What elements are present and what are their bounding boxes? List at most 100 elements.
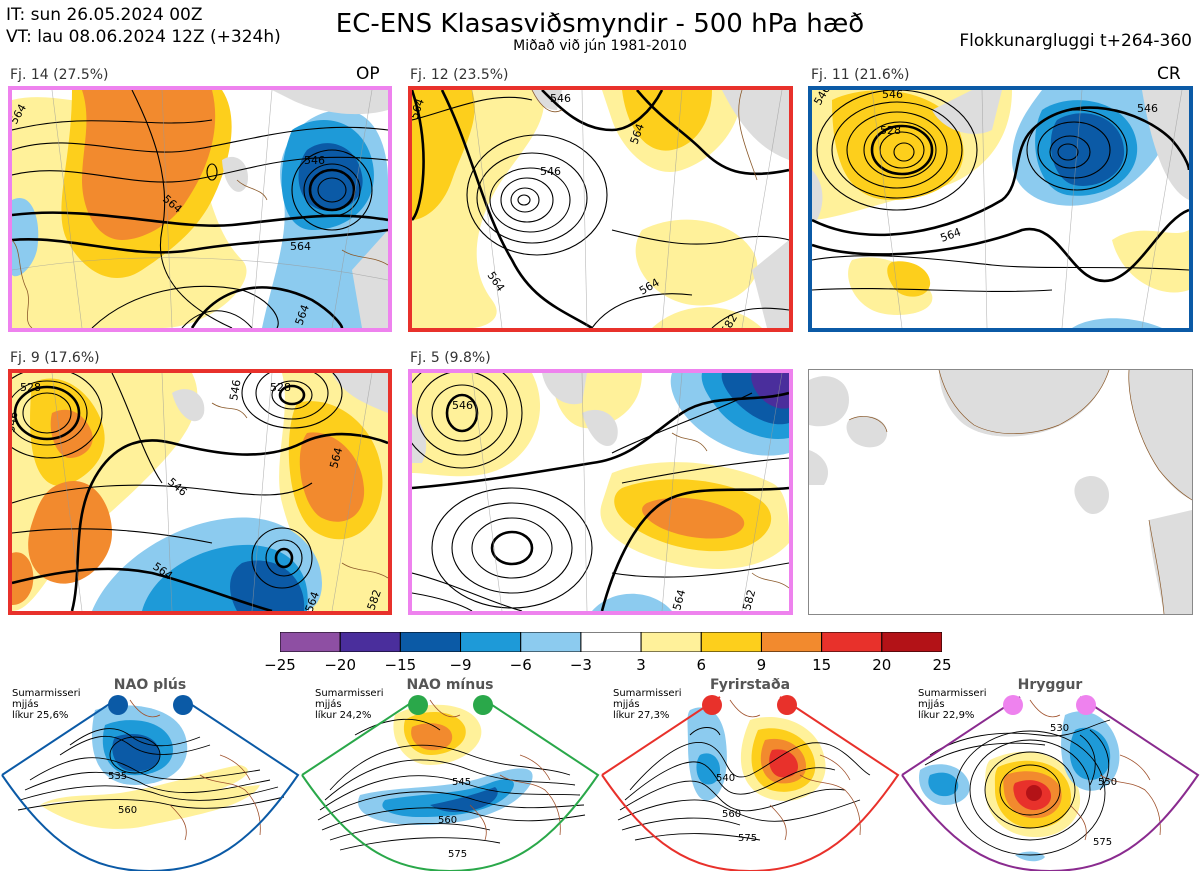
- regime-smoothing: mjjás: [613, 699, 640, 710]
- regime-smoothing: mjjás: [12, 699, 39, 710]
- regime-smoothing: mjjás: [315, 699, 342, 710]
- contour-label: 575: [738, 833, 757, 844]
- cluster-map-4-graphic: 528 546 528 546 564 546 564 564 582: [12, 373, 388, 611]
- colorbar-segment: [580, 632, 642, 652]
- contour-label: 564: [670, 588, 688, 611]
- contour-label: 582: [365, 588, 384, 611]
- contour-label: 546: [540, 165, 561, 178]
- contour-label: 530: [1050, 723, 1069, 734]
- colorbar-tick-label: −6: [509, 656, 532, 674]
- panel-1-tag: OP: [356, 64, 380, 84]
- regime-4-map: 530 550 575: [901, 693, 1200, 871]
- cluster-map-5: 546 564 582: [408, 369, 793, 615]
- contour-label: 564: [303, 590, 322, 611]
- cluster-map-4: 528 546 528 546 564 546 564 564 582: [8, 369, 392, 615]
- contour-label: 546: [304, 154, 325, 167]
- cluster-map-2: 546 564 564 564 564 582 546: [408, 86, 793, 332]
- contour-label: 546: [227, 379, 243, 402]
- regime-3-name: Fyrirstaða: [709, 677, 791, 693]
- regime-probability: líkur 22,9%: [918, 710, 975, 721]
- panel-3-label: Fj. 11 (21.6%): [811, 67, 910, 83]
- regime-4-name: Hryggur: [1017, 677, 1083, 693]
- contour-label: 560: [118, 805, 137, 816]
- contour-label: 546: [452, 399, 473, 412]
- contour-label: 560: [438, 815, 457, 826]
- contour-label: 546: [550, 92, 571, 105]
- contour-label: 560: [722, 809, 741, 820]
- contour-label: 540: [716, 773, 735, 784]
- contour-label: 564: [327, 446, 345, 470]
- regime-season: Sumarmisseri: [613, 688, 682, 699]
- panel-3-tag: CR: [1157, 64, 1181, 84]
- colorbar-segment: [399, 632, 462, 652]
- regime-row: 535 560: [0, 675, 1200, 871]
- colorbar-segment: [520, 632, 582, 652]
- regime-1-name: NAO plús: [113, 677, 187, 693]
- contour-label: 528: [20, 381, 41, 394]
- contour-label: 545: [452, 777, 471, 788]
- colorbar-tick-label: −20: [324, 656, 356, 674]
- page-subtitle: Miðað við jún 1981-2010: [513, 38, 687, 54]
- contour-label: 582: [740, 588, 758, 611]
- colorbar-tick-label: 6: [696, 656, 707, 674]
- header-info: IT: sun 26.05.2024 00Z VT: lau 08.06.202…: [6, 4, 281, 48]
- regime-probability: líkur 27,3%: [613, 710, 670, 721]
- colorbar-tick-label: 3: [636, 656, 646, 674]
- regime-2-info: Sumarmisseri mjjás líkur 24,2%: [315, 688, 383, 721]
- regime-1-map: 535 560: [1, 693, 300, 871]
- colorbar-segment: [760, 632, 823, 652]
- panel-4-label: Fj. 9 (17.6%): [10, 350, 100, 366]
- colorbar-segment: [700, 632, 762, 652]
- colorbar-segment: [640, 632, 702, 652]
- regime-probability: líkur 25,6%: [12, 710, 69, 721]
- contour-label: 546: [1137, 102, 1158, 115]
- cluster-map-5-graphic: 546 564 582: [412, 373, 789, 611]
- regime-3-info: Sumarmisseri mjjás líkur 27,3%: [613, 688, 681, 721]
- contour-label: 528: [880, 124, 901, 137]
- regime-season: Sumarmisseri: [12, 688, 81, 699]
- contour-label: 550: [1098, 777, 1117, 788]
- cluster-map-1: 546 564 564 564 564: [8, 86, 392, 332]
- regime-probability: líkur 24,2%: [315, 710, 372, 721]
- regime-maps: 535 560: [1, 693, 1200, 871]
- contour-label: 564: [290, 240, 311, 253]
- panel-2-label: Fj. 12 (23.5%): [410, 67, 509, 83]
- regime-smoothing: mjjás: [918, 699, 945, 710]
- colorbar-tick-label: −9: [449, 656, 472, 674]
- colorbar-tick-label: −3: [569, 656, 592, 674]
- colorbar-tick-label: 9: [756, 656, 767, 674]
- contour-label: 535: [108, 771, 127, 782]
- colorbar-segment: [460, 632, 522, 652]
- cluster-map-2-graphic: 546 564 564 564 564 582 546: [412, 90, 789, 328]
- cluster-map-1-graphic: 546 564 564 564 564: [12, 90, 388, 328]
- init-time: IT: sun 26.05.2024 00Z: [6, 5, 203, 25]
- contour-label: 528: [270, 381, 291, 394]
- panel-1-label: Fj. 14 (27.5%): [10, 67, 109, 83]
- regime-1-info: Sumarmisseri mjjás líkur 25,6%: [12, 688, 80, 721]
- contour-label: 575: [1093, 837, 1112, 848]
- colorbar-tick-label: −15: [384, 656, 417, 674]
- reference-map-graphic: [809, 370, 1192, 614]
- colorbar-segment: [280, 632, 341, 652]
- colorbar-segment: [339, 632, 401, 652]
- regime-season: Sumarmisseri: [315, 688, 384, 699]
- colorbar-segment: [881, 632, 942, 652]
- colorbar-tick-label: 20: [872, 656, 892, 674]
- cluster-map-3-graphic: 546 528 546 564 546: [812, 90, 1189, 328]
- contour-label: 546: [12, 411, 21, 434]
- colorbar-segment: [821, 632, 883, 652]
- reference-map: [808, 369, 1193, 615]
- regime-season: Sumarmisseri: [918, 688, 987, 699]
- colorbar-tick-label: 25: [932, 656, 952, 674]
- contour-label: 546: [882, 90, 903, 101]
- regime-3-map: 540 560 575: [601, 693, 900, 871]
- panel-5-label: Fj. 5 (9.8%): [410, 350, 491, 366]
- valid-time: VT: lau 08.06.2024 12Z (+324h): [6, 27, 281, 47]
- contour-label: 575: [448, 849, 467, 860]
- classification-window: Flokkunargluggi t+264-360: [959, 31, 1192, 51]
- colorbar: [280, 632, 942, 652]
- regime-4-info: Sumarmisseri mjjás líkur 22,9%: [918, 688, 986, 721]
- regime-2-name: NAO mínus: [406, 677, 494, 693]
- colorbar-tick-label: −25: [264, 656, 296, 674]
- colorbar-tick-label: 15: [812, 656, 832, 674]
